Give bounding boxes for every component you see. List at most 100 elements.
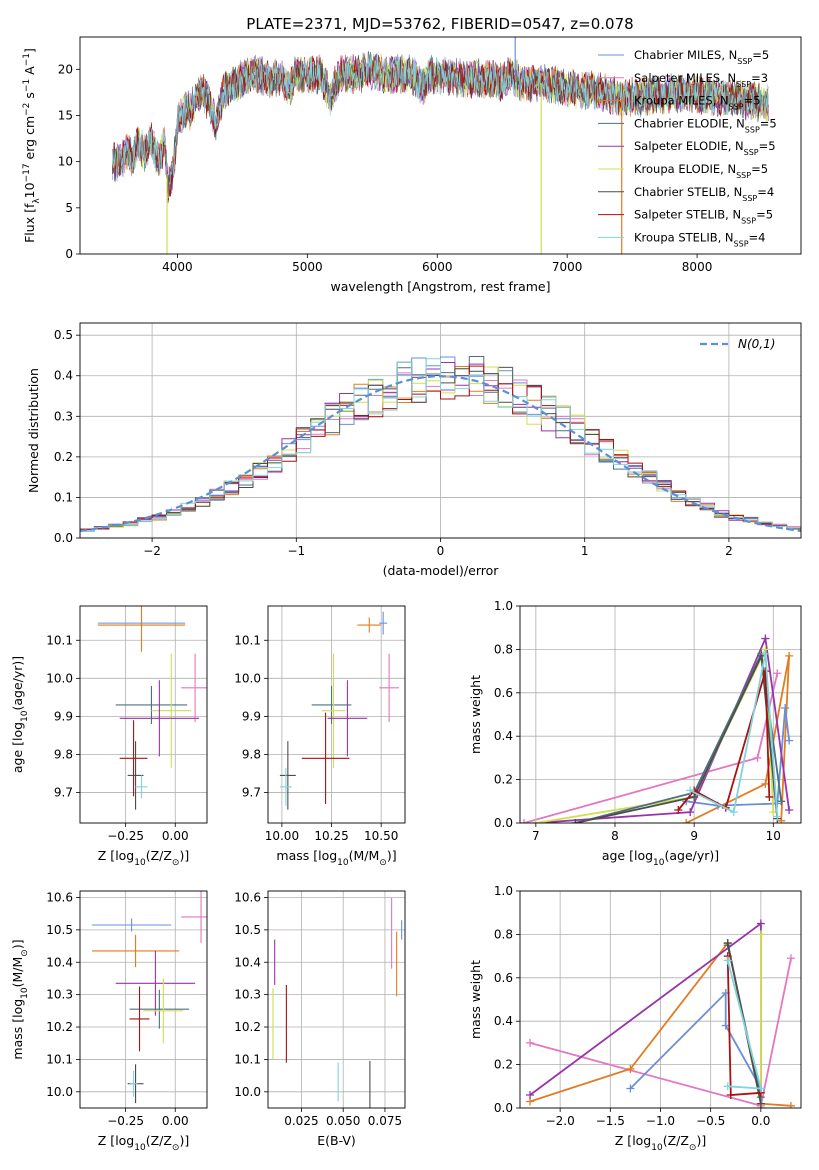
axes-frame [79, 322, 802, 539]
weight-line-krou_stelib [726, 960, 763, 1090]
x-tick-label: −2.0 [546, 1114, 575, 1128]
label-part: −17 [22, 163, 32, 182]
label-text: log [634, 848, 653, 863]
label-text: (age/yr)] [10, 656, 25, 711]
legend-text: Kroupa STELIB, N [634, 230, 734, 244]
label-text: E(B-V) [317, 1133, 356, 1148]
label-sub: 10 [134, 858, 146, 868]
legend-label-chab_elodie: Chabrier ELODIE, NSSP=5 [634, 116, 777, 133]
label-sub: 10 [653, 858, 665, 868]
weight-marker-chab_stelib [571, 819, 580, 823]
weight-marker-chab_stelib [723, 939, 732, 948]
y-tick-label: 10.5 [234, 923, 261, 937]
label-part: 10 [22, 182, 37, 198]
legend-suffix: =5 [759, 139, 776, 153]
histogram-salp_stelib [80, 365, 801, 538]
y-tick-label: 0 [65, 247, 73, 261]
y-tick-label: 10.4 [46, 955, 73, 969]
y-tick-label: 0.0 [494, 1101, 513, 1115]
panel-age_vs_Z: −0.25 0.009.79.89.910.010.1Z [log10(Z/Z⊙)… [10, 605, 208, 868]
plot-area-mass_vs_Z [91, 891, 207, 1104]
y-tick-label: 1.0 [494, 884, 513, 898]
label-text: mass weight [468, 675, 483, 754]
plot-area-weight_vs_Z [526, 919, 795, 1108]
y-tick-label: 0.3 [54, 409, 73, 423]
axes-frame [519, 890, 802, 1109]
weight-line-chab_miles [629, 990, 762, 1090]
legend-suffix: =4 [749, 230, 766, 244]
y-tick-label: 10.5 [46, 923, 73, 937]
label-text: mass weight [468, 960, 483, 1039]
y-tick-label: 0.2 [494, 773, 513, 787]
x-tick-label: 8000 [682, 260, 713, 274]
x-tick-label: 0.050 [326, 1114, 360, 1128]
label-text: (Z/Z [663, 1133, 689, 1148]
y-axis-label: mass [log10(M/M⊙)] [10, 939, 30, 1059]
x-axis-label: (data-model)/error [383, 563, 500, 578]
label-text: (Z/Z [146, 848, 172, 863]
weight-line-salp_miles [523, 673, 779, 823]
y-tick-label: 5 [65, 201, 73, 215]
y-axis-label: mass weight [468, 675, 483, 754]
legend-label-salp_elodie: Salpeter ELODIE, NSSP=5 [634, 139, 776, 157]
x-axis-label: mass [log10(M/M⊙)] [276, 848, 396, 868]
label-text: (M/M [10, 957, 25, 988]
label-text: (Z/Z [146, 1133, 172, 1148]
legend-text: Kroupa ELODIE, N [634, 162, 736, 176]
y-tick-label: 0.6 [494, 686, 513, 700]
legend-text: Chabrier ELODIE, N [634, 116, 745, 130]
panel-spectrum: 4000 5000 6000 7000 8000 0 5 10 15 20 wavelength [… [22, 36, 802, 294]
label-text: mass [ [276, 848, 318, 863]
legend-sub: SSP [741, 216, 756, 225]
legend-suffix: =5 [760, 116, 777, 130]
legend-sub: SSP [736, 171, 751, 180]
label-text: mass [ [10, 1018, 25, 1060]
label-text: )] [696, 1133, 706, 1148]
legend-label-krou_elodie: Kroupa ELODIE, NSSP=5 [634, 162, 768, 180]
axes-frame [267, 605, 406, 824]
weight-marker-salp_miles [526, 1038, 535, 1047]
label-sub: ⊙ [689, 1143, 697, 1153]
panel-residuals: −2 −1 0 1 2 0.0 0.1 0.2 0.3 0.4 0.5 (data-model)/er… [26, 322, 802, 578]
y-tick-label: 10.1 [46, 633, 73, 647]
x-tick-label: 0.025 [284, 1114, 318, 1128]
figure-title: PLATE=2371, MJD=53762, FIBERID=0547, z=0… [246, 15, 633, 33]
y-tick-label: 9.9 [242, 709, 261, 723]
weight-marker-chab_miles [781, 703, 790, 712]
y-tick-label: 0.1 [54, 490, 73, 504]
label-sub: 10 [651, 1143, 663, 1153]
y-tick-label: 10.2 [234, 1020, 261, 1034]
weight-marker-salp_miles [786, 954, 795, 963]
x-tick-label: 10.00 [265, 829, 299, 843]
x-axis-label: Z [log10(Z/Z⊙)] [615, 1133, 706, 1153]
y-tick-label: 9.8 [54, 747, 73, 761]
panel-mass_vs_Z: −0.25 0.00 10.0 10.1 10.2 10.3 10.4 10.5 10.6 Z [… [10, 890, 208, 1153]
panel-age_vs_mass: 10.00 10.25 10.50 9.7 9.8 9.9 10.0 10.1 mass [lo… [234, 605, 406, 868]
label-text: log [632, 1133, 651, 1148]
x-axis-label: age [log10(age/yr)] [602, 848, 719, 868]
y-tick-label: 10.0 [234, 1085, 261, 1099]
weight-line-chab_stelib [575, 652, 779, 823]
y-tick-label: 1.0 [494, 599, 513, 613]
weight-marker-chab_elodie [777, 797, 786, 806]
label-part: A [22, 66, 37, 79]
y-axis-label: Flux [fλ10−17 erg cm−2 s−1 A−1] [22, 48, 42, 243]
weight-marker-krou_stelib [723, 956, 732, 965]
weight-marker-krou_miles [785, 651, 794, 660]
y-tick-label: 0.0 [494, 816, 513, 830]
x-tick-label: 9 [690, 829, 698, 843]
y-tick-label: 10.1 [234, 1052, 261, 1066]
y-tick-label: 0.6 [494, 971, 513, 985]
x-tick-label: −0.25 [107, 1114, 144, 1128]
y-tick-label: 0.4 [54, 369, 73, 383]
axes-frame [79, 36, 802, 255]
y-axis-label: Normed distribution [26, 368, 41, 493]
y-axis-label: age [log10(age/yr)] [10, 656, 30, 773]
x-tick-label: 7000 [552, 260, 583, 274]
weight-marker-salp_stelib [765, 792, 774, 801]
y-tick-label: 10.0 [46, 1085, 73, 1099]
x-tick-label: 4000 [162, 260, 193, 274]
y-tick-label: 10.2 [46, 1020, 73, 1034]
label-part: −1 [22, 53, 32, 66]
